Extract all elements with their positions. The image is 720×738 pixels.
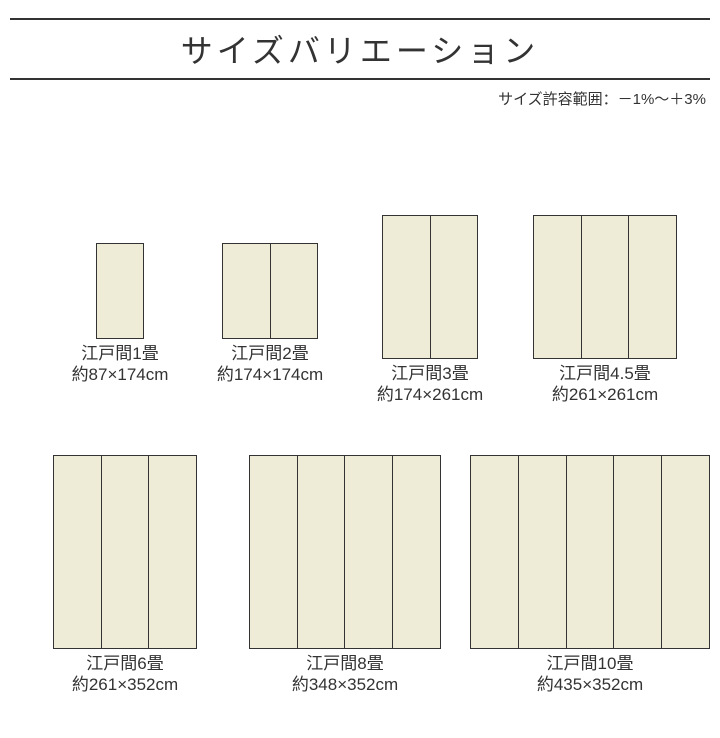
size-name: 江戸間3畳	[355, 363, 505, 384]
tatami-panel	[54, 456, 102, 648]
size-item: 江戸間6畳約261×352cm	[30, 455, 220, 695]
tatami-panel	[662, 456, 709, 648]
tatami-mat	[533, 215, 677, 359]
tatami-panel	[614, 456, 662, 648]
tatami-panel	[102, 456, 150, 648]
tatami-panel	[431, 216, 477, 358]
title-bar: サイズバリエーション	[10, 18, 710, 80]
tatami-panel	[519, 456, 567, 648]
tatami-panel	[383, 216, 430, 358]
size-dimensions: 約261×261cm	[515, 384, 695, 405]
size-name: 江戸間6畳	[30, 653, 220, 674]
tatami-mat	[53, 455, 197, 649]
tatami-panel	[567, 456, 615, 648]
size-dimensions: 約174×261cm	[355, 384, 505, 405]
size-name: 江戸間2畳	[195, 343, 345, 364]
tatami-mat	[249, 455, 440, 649]
tatami-mat	[222, 243, 318, 339]
size-item: 江戸間10畳約435×352cm	[460, 455, 720, 695]
tatami-panel	[345, 456, 393, 648]
size-dimensions: 約261×352cm	[30, 674, 220, 695]
tatami-mat	[382, 215, 478, 359]
tatami-panel	[250, 456, 298, 648]
size-item: 江戸間2畳約174×174cm	[195, 243, 345, 385]
tatami-mat	[470, 455, 709, 649]
tatami-panel	[629, 216, 676, 358]
tatami-panel	[534, 216, 582, 358]
size-name: 江戸間1畳	[45, 343, 195, 364]
size-item: 江戸間1畳約87×174cm	[45, 243, 195, 385]
tatami-panel	[582, 216, 630, 358]
tatami-panel	[223, 244, 270, 338]
size-name: 江戸間10畳	[460, 653, 720, 674]
size-dimensions: 約87×174cm	[45, 364, 195, 385]
size-dimensions: 約348×352cm	[230, 674, 460, 695]
size-item: 江戸間4.5畳約261×261cm	[515, 215, 695, 405]
size-name: 江戸間4.5畳	[515, 363, 695, 384]
size-item: 江戸間8畳約348×352cm	[230, 455, 460, 695]
tatami-panel	[471, 456, 519, 648]
size-dimensions: 約435×352cm	[460, 674, 720, 695]
tatami-panel	[271, 244, 317, 338]
size-name: 江戸間8畳	[230, 653, 460, 674]
tolerance-note: サイズ許容範囲：－1%～＋3%	[0, 88, 706, 109]
page-title: サイズバリエーション	[10, 20, 710, 78]
size-dimensions: 約174×174cm	[195, 364, 345, 385]
tatami-panel	[393, 456, 440, 648]
tatami-panel	[298, 456, 346, 648]
tatami-panel	[149, 456, 196, 648]
size-diagram-canvas: 江戸間1畳約87×174cm江戸間2畳約174×174cm江戸間3畳約174×2…	[0, 109, 720, 709]
size-item: 江戸間3畳約174×261cm	[355, 215, 505, 405]
tatami-mat	[96, 243, 144, 339]
tatami-panel	[97, 244, 143, 338]
